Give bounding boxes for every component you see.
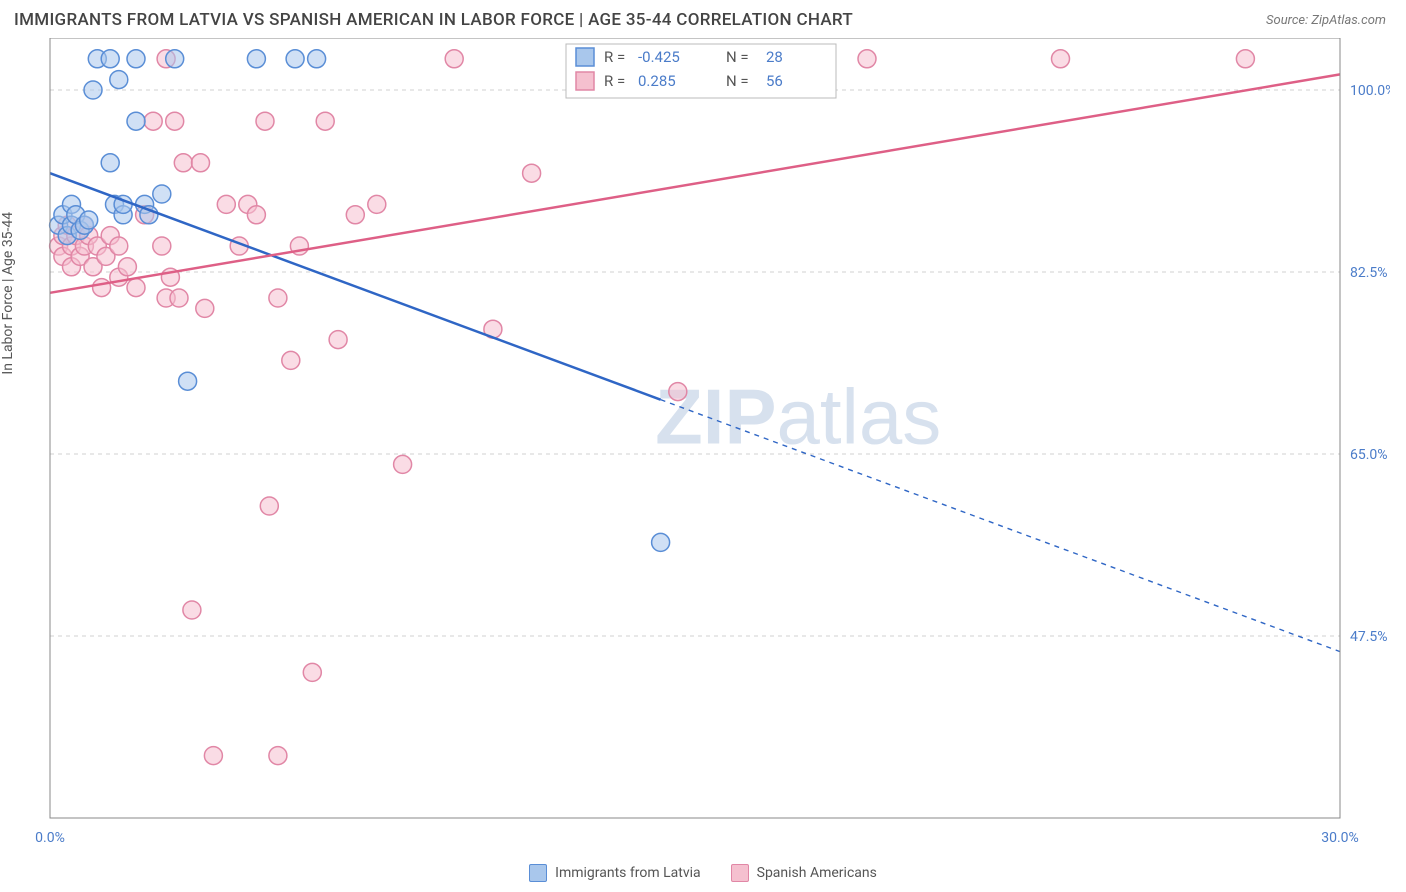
- corr-swatch: [576, 48, 594, 66]
- data-point: [192, 154, 210, 172]
- y-tick-label: 65.0%: [1350, 447, 1388, 463]
- data-point: [101, 154, 119, 172]
- data-point: [329, 331, 347, 349]
- chart-container: In Labor Force | Age 35-44 ZIPatlas47.5%…: [14, 38, 1392, 858]
- data-point: [445, 50, 463, 68]
- y-tick-label: 82.5%: [1350, 265, 1388, 281]
- data-point: [110, 71, 128, 89]
- data-point: [282, 351, 300, 369]
- data-point: [153, 237, 171, 255]
- data-point: [368, 195, 386, 213]
- data-point: [153, 185, 171, 203]
- data-point: [127, 279, 145, 297]
- corr-N-label: N =: [726, 72, 749, 90]
- bottom-legend: Immigrants from Latvia Spanish Americans: [0, 864, 1406, 882]
- data-point: [93, 279, 111, 297]
- data-point: [166, 112, 184, 130]
- x-tick-label: 30.0%: [1321, 830, 1359, 846]
- source-credit: Source: ZipAtlas.com: [1266, 13, 1386, 28]
- data-point: [247, 206, 265, 224]
- data-point: [858, 50, 876, 68]
- data-point: [256, 112, 274, 130]
- regression-line: [50, 74, 1340, 292]
- legend-swatch-blue: [529, 864, 547, 882]
- data-point: [217, 195, 235, 213]
- data-point: [170, 289, 188, 307]
- data-point: [118, 258, 136, 276]
- data-point: [669, 383, 687, 401]
- legend-label: Immigrants from Latvia: [555, 865, 700, 881]
- y-tick-label: 47.5%: [1350, 629, 1388, 645]
- data-point: [1052, 50, 1070, 68]
- watermark: ZIPatlas: [655, 373, 941, 461]
- data-point: [269, 747, 287, 765]
- corr-R-label: R =: [604, 48, 625, 66]
- data-point: [1236, 50, 1254, 68]
- corr-N-value: 28: [766, 48, 783, 66]
- y-tick-label: 100.0%: [1350, 83, 1390, 99]
- corr-R-label: R =: [604, 72, 625, 90]
- data-point: [247, 50, 265, 68]
- data-point: [196, 299, 214, 317]
- data-point: [652, 533, 670, 551]
- data-point: [204, 747, 222, 765]
- data-point: [84, 81, 102, 99]
- legend-swatch-pink: [731, 864, 749, 882]
- data-point: [303, 663, 321, 681]
- legend-label: Spanish Americans: [757, 865, 877, 881]
- corr-swatch: [576, 72, 594, 90]
- data-point: [101, 50, 119, 68]
- data-point: [179, 372, 197, 390]
- legend-item-spanish: Spanish Americans: [731, 864, 877, 882]
- corr-N-label: N =: [726, 48, 749, 66]
- data-point: [523, 164, 541, 182]
- data-point: [308, 50, 326, 68]
- data-point: [80, 211, 98, 229]
- scatter-plot: ZIPatlas 47.5% 65.0% 82.5% 100.0% 0.0% 30.0% R …: [14, 38, 1390, 858]
- corr-R-value: 0.285: [638, 72, 676, 90]
- data-point: [260, 497, 278, 515]
- legend-item-latvia: Immigrants from Latvia: [529, 864, 700, 882]
- data-point: [316, 112, 334, 130]
- data-point: [286, 50, 304, 68]
- data-point: [394, 455, 412, 473]
- data-point: [127, 112, 145, 130]
- data-point: [174, 154, 192, 172]
- data-point: [166, 50, 184, 68]
- chart-title: IMMIGRANTS FROM LATVIA VS SPANISH AMERIC…: [14, 10, 853, 30]
- x-tick-label: 0.0%: [35, 830, 65, 846]
- data-point: [110, 237, 128, 255]
- data-point: [183, 601, 201, 619]
- data-point: [346, 206, 364, 224]
- corr-R-value: -0.425: [638, 48, 680, 66]
- corr-N-value: 56: [766, 72, 783, 90]
- data-point: [144, 112, 162, 130]
- y-axis-label: In Labor Force | Age 35-44: [0, 212, 16, 375]
- data-point: [127, 50, 145, 68]
- data-point: [269, 289, 287, 307]
